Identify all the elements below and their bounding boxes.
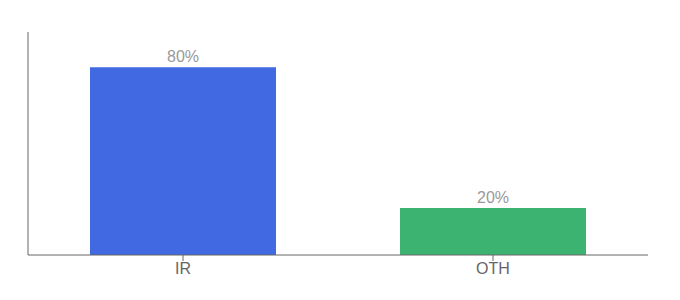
svg-text:80%: 80% [167,48,199,65]
svg-text:20%: 20% [477,189,509,206]
svg-text:IR: IR [175,260,191,277]
svg-text:OTH: OTH [476,260,510,277]
